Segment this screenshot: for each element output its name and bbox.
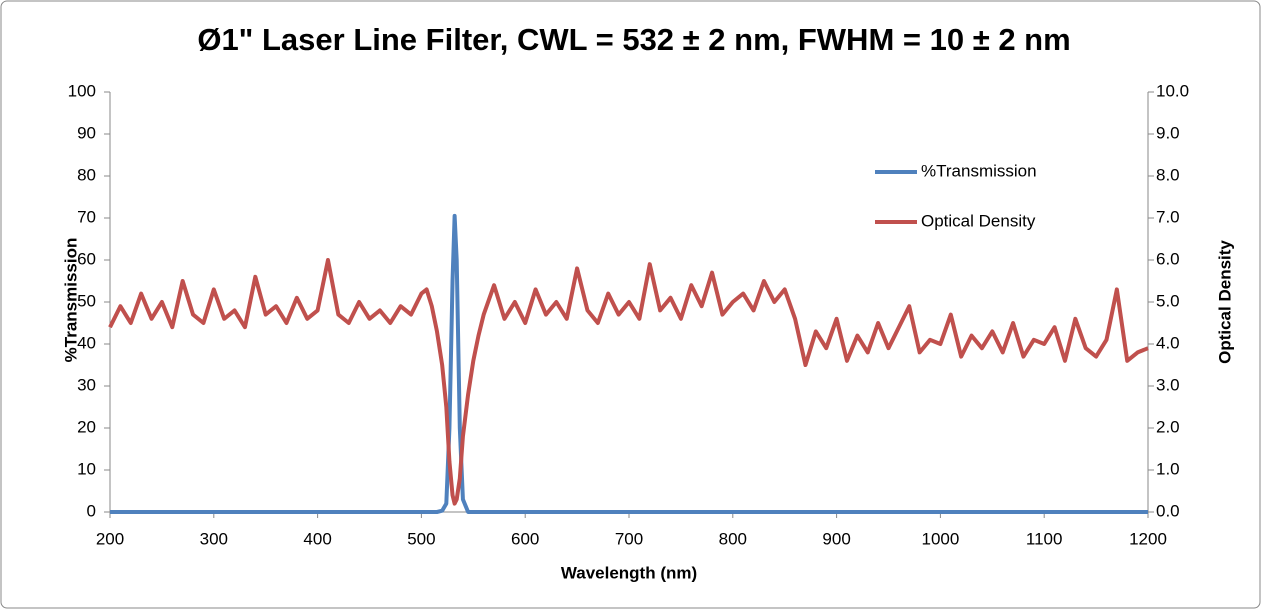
x-tick-label: 500 <box>407 529 435 548</box>
x-tick-label: 300 <box>200 529 228 548</box>
x-tick-label: 1200 <box>1129 529 1167 548</box>
y2-tick-label: 8.0 <box>1156 165 1180 184</box>
y2-tick-label: 2.0 <box>1156 417 1180 436</box>
x-tick-label: 1000 <box>921 529 959 548</box>
x-tick-label: 1100 <box>1026 529 1063 548</box>
y-tick-label: 60 <box>77 249 96 268</box>
y-tick-label: 30 <box>77 375 96 394</box>
y2-tick-label: 9.0 <box>1156 123 1180 142</box>
y-tick-label: 100 <box>68 81 96 100</box>
y2-tick-label: 7.0 <box>1156 207 1180 226</box>
y2-tick-label: 10.0 <box>1156 81 1189 100</box>
y-tick-label: 50 <box>77 291 96 310</box>
y2-tick-label: 4.0 <box>1156 333 1180 352</box>
chart-title: Ø1" Laser Line Filter, CWL = 532 ± 2 nm,… <box>197 22 1070 57</box>
legend-label: Optical Density <box>921 211 1036 230</box>
x-tick-label: 600 <box>511 529 539 548</box>
y-tick-label: 80 <box>77 165 96 184</box>
x-tick-label: 700 <box>615 529 643 548</box>
y2-axis-title: Optical Density <box>1215 240 1234 364</box>
series-line <box>108 258 1149 506</box>
y2-tick-label: 3.0 <box>1156 375 1180 394</box>
y-tick-label: 20 <box>77 417 96 436</box>
y2-tick-label: 6.0 <box>1156 249 1180 268</box>
y-tick-label: 70 <box>77 207 96 226</box>
x-tick-label: 400 <box>303 529 331 548</box>
y2-tick-label: 1.0 <box>1156 459 1180 478</box>
x-tick-label: 800 <box>719 529 747 548</box>
y-tick-label: 10 <box>77 459 96 478</box>
legend-label: %Transmission <box>921 161 1037 180</box>
x-axis-title: Wavelength (nm) <box>561 563 697 582</box>
y-tick-label: 90 <box>77 123 96 142</box>
y-tick-label: 0 <box>87 501 96 520</box>
series-line <box>110 213 1148 514</box>
y-axis-title: %Transmission <box>61 238 80 363</box>
y-tick-label: 40 <box>77 333 96 352</box>
y2-tick-label: 0.0 <box>1156 501 1180 520</box>
x-tick-label: 900 <box>822 529 850 548</box>
y2-tick-label: 5.0 <box>1156 291 1180 310</box>
x-tick-label: 200 <box>96 529 124 548</box>
